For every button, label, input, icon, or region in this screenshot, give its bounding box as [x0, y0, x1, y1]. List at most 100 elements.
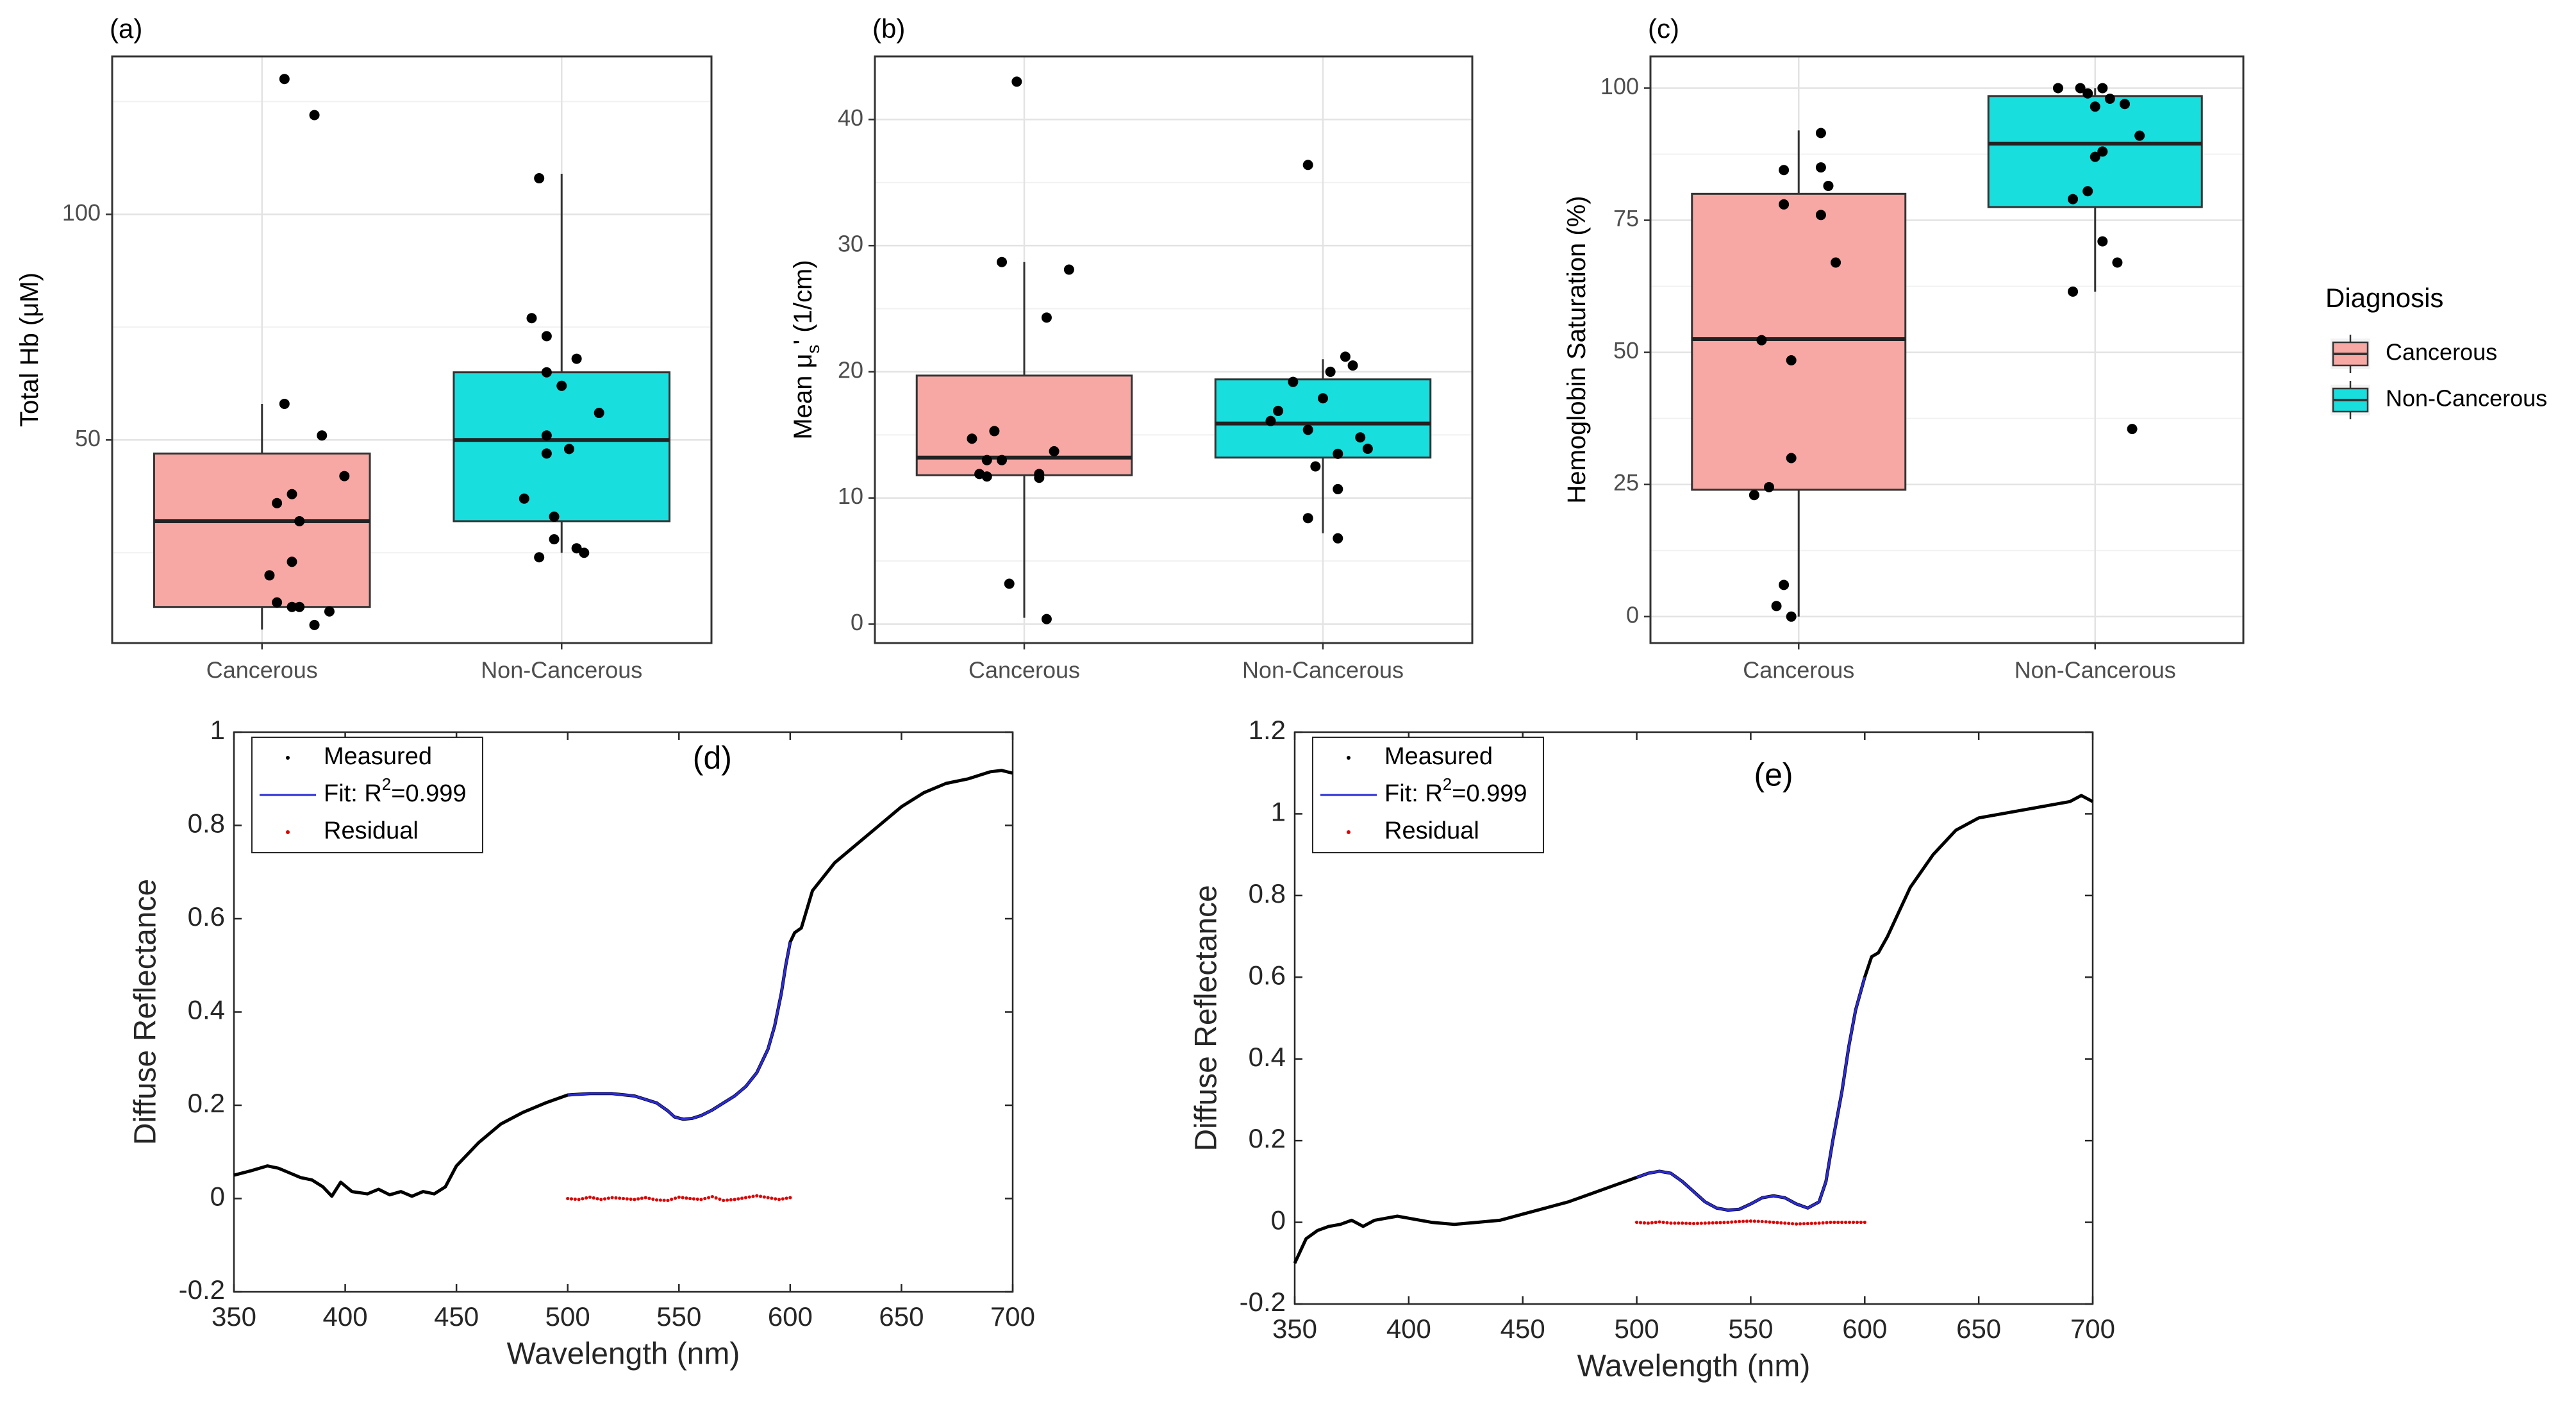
data-point	[541, 430, 552, 441]
y-axis-label-text: Mean μ	[789, 353, 817, 439]
residual-point	[755, 1194, 759, 1198]
y-axis-label: Mean μs' (1/cm)	[789, 260, 823, 439]
residual-point	[766, 1196, 770, 1200]
residual-point	[1787, 1221, 1791, 1225]
y-tick-label: 1.2	[1249, 715, 1286, 745]
data-point	[2104, 93, 2115, 104]
residual-point	[722, 1198, 726, 1203]
data-point	[317, 430, 328, 441]
data-point	[534, 552, 545, 563]
x-tick-label: 600	[768, 1301, 813, 1332]
residual-point	[666, 1198, 670, 1203]
residual-point	[1741, 1219, 1745, 1223]
residual-point	[1749, 1219, 1753, 1223]
y-axis-label-end: ' (1/cm)	[789, 260, 817, 344]
data-point	[1049, 446, 1059, 456]
residual-point	[1859, 1220, 1863, 1225]
data-point	[294, 601, 305, 612]
panel-title: (b)	[872, 13, 905, 44]
residual-point	[651, 1197, 655, 1201]
residual-point	[1802, 1222, 1806, 1226]
data-point	[2068, 286, 2079, 297]
residual-point	[1691, 1221, 1696, 1226]
x-axis-label: Wavelength (nm)	[507, 1337, 740, 1371]
data-point	[309, 619, 320, 630]
residual-point	[621, 1196, 626, 1201]
x-category-label: Non-Cancerous	[1242, 657, 1404, 683]
residual-point	[1817, 1221, 1821, 1225]
residual-point	[1654, 1220, 1658, 1225]
x-tick-label: 450	[1500, 1314, 1545, 1344]
data-point	[997, 256, 1008, 267]
residual-point	[602, 1197, 607, 1201]
x-tick-label: 700	[990, 1301, 1035, 1332]
data-point	[1347, 360, 1358, 371]
residual-point	[670, 1198, 674, 1201]
residual-point	[1665, 1221, 1669, 1225]
residual-point	[1863, 1220, 1866, 1225]
y-tick-label: 0.8	[188, 808, 225, 839]
residual-point	[658, 1198, 662, 1202]
residual-point	[585, 1196, 588, 1200]
residual-point	[1673, 1221, 1677, 1225]
residual-point	[685, 1196, 688, 1200]
residual-point	[1638, 1221, 1643, 1225]
y-tick-label: 0.6	[1249, 960, 1286, 990]
y-axis-label-end: )	[15, 272, 44, 281]
residual-point	[718, 1197, 722, 1201]
y-tick-label: 1	[1271, 797, 1286, 827]
residual-point	[1809, 1221, 1813, 1225]
data-point	[1265, 415, 1276, 426]
data-point	[563, 444, 574, 455]
data-point	[272, 497, 283, 508]
data-point	[2120, 99, 2130, 110]
data-point	[2068, 194, 2079, 205]
data-point	[2134, 130, 2145, 141]
data-point	[1362, 443, 1373, 454]
residual-point	[1764, 1220, 1768, 1224]
fit-series-line	[567, 942, 792, 1121]
panel-title: (c)	[1648, 13, 1679, 44]
residual-point	[1738, 1219, 1741, 1223]
data-point	[1063, 264, 1074, 275]
residual-point	[1707, 1221, 1711, 1225]
residual-point	[569, 1197, 574, 1201]
residual-point	[1760, 1219, 1764, 1223]
data-point	[2127, 424, 2138, 435]
residual-point	[1829, 1220, 1832, 1225]
data-point	[309, 110, 320, 121]
x-category-label: Non-Cancerous	[481, 657, 642, 683]
data-point	[571, 353, 582, 364]
data-point	[2082, 88, 2093, 99]
y-tick-label: 30	[838, 231, 863, 257]
y-axis-label: Hemoglobin Saturation (%)	[1563, 196, 1591, 503]
residual-point	[577, 1198, 581, 1201]
data-point	[594, 408, 604, 419]
residual-point	[1840, 1220, 1844, 1225]
boxplot-panel-0: 50 100 Cancerous Non-Cancerous (a) Total Hb (…	[15, 13, 713, 683]
y-tick-label: 100	[62, 199, 101, 226]
data-point	[1779, 580, 1790, 590]
y-axis-label: Diffuse Reflectance	[1190, 885, 1224, 1151]
residual-point	[581, 1197, 585, 1201]
residual-point	[774, 1197, 777, 1201]
residual-point	[1734, 1220, 1738, 1224]
data-point	[989, 426, 1000, 437]
panel-title: (d)	[693, 740, 732, 776]
data-point	[1823, 180, 1834, 191]
residual-point	[1650, 1221, 1654, 1225]
residual-point	[762, 1195, 766, 1199]
spectrum-panel-0: 350 400 450 500 550 600 650 700 -0.2 0 0.2 0.4 0.6 0.…	[129, 715, 1035, 1371]
x-tick-label: 350	[212, 1301, 256, 1332]
residual-point	[1851, 1220, 1856, 1225]
residual-point	[788, 1196, 792, 1200]
plot-frame	[111, 55, 713, 644]
residual-point	[566, 1196, 570, 1201]
plot-background	[875, 56, 1472, 643]
residual-point	[1775, 1221, 1779, 1225]
residual-point	[770, 1196, 774, 1200]
data-point	[1815, 210, 1826, 221]
data-point	[2075, 83, 2086, 94]
residual-point	[1677, 1221, 1681, 1225]
legend-label-measured: Measured	[324, 743, 432, 770]
